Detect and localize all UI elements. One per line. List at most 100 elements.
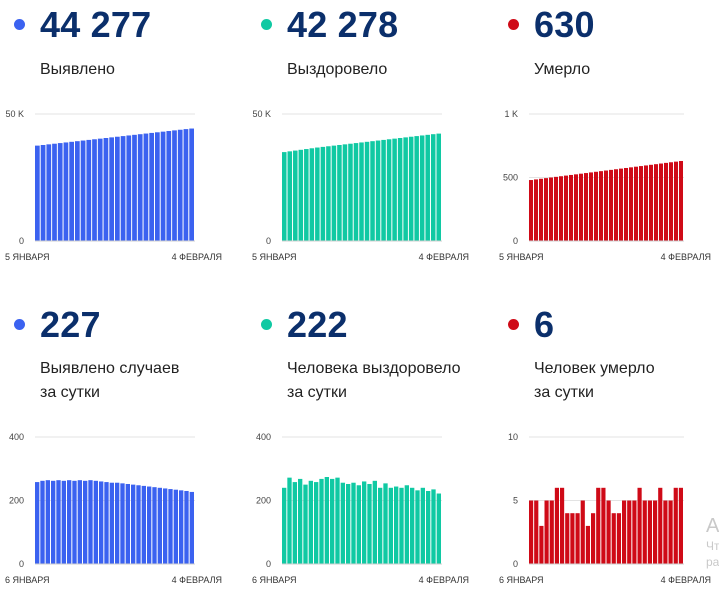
x-tick-label: 5 ЯНВАРЯ	[499, 252, 544, 262]
bar	[430, 134, 436, 241]
bar	[554, 176, 558, 241]
x-tick-label: 4 ФЕВРАЛЯ	[661, 252, 711, 262]
bar	[282, 152, 287, 241]
chart-died-daily: 10 5 0 6 ЯНВАРЯ 4 ФЕВРАЛЯ	[499, 432, 711, 585]
bar	[40, 144, 46, 241]
y-tick-label: 0	[266, 236, 271, 246]
bar	[155, 132, 160, 241]
bar	[375, 140, 381, 241]
bar	[149, 132, 154, 241]
bar	[183, 129, 189, 241]
stat-label: Выявлено	[40, 61, 115, 78]
y-tick-label: 0	[19, 559, 24, 569]
y-tick-label: 50 K	[5, 109, 24, 119]
bar	[77, 480, 82, 564]
bar	[163, 488, 168, 564]
bar	[436, 493, 441, 564]
y-tick-label: 400	[9, 432, 24, 442]
bar	[596, 487, 601, 564]
bar	[320, 146, 326, 241]
bar	[658, 487, 663, 564]
legend-dot	[261, 19, 272, 30]
bar	[669, 162, 673, 241]
bar	[282, 487, 287, 564]
chart-died: 1 K 500 0 5 ЯНВАРЯ 4 ФЕВРАЛЯ	[499, 109, 711, 262]
bar	[52, 143, 57, 241]
stat-label: Выявлено случаев за сутки	[40, 360, 180, 401]
stat-value: 42 278	[287, 4, 399, 45]
bar	[326, 146, 331, 241]
bar	[172, 130, 177, 241]
bar	[80, 140, 86, 241]
bar	[565, 513, 570, 564]
bar	[93, 480, 98, 564]
bar	[132, 134, 137, 241]
bar	[606, 500, 611, 564]
bar	[309, 148, 315, 241]
bar	[88, 480, 93, 564]
y-tick-label: 10	[508, 432, 518, 442]
bar	[348, 143, 353, 241]
bar	[564, 175, 568, 241]
y-tick-label: 0	[513, 559, 518, 569]
bar	[287, 151, 293, 241]
bar	[644, 165, 648, 241]
legend-dot	[508, 319, 519, 330]
bar	[136, 485, 141, 564]
bar	[147, 486, 152, 564]
legend-dot	[14, 319, 25, 330]
bar	[431, 489, 436, 564]
bar	[40, 480, 45, 564]
chart-detected: 50 K 0 5 ЯНВАРЯ 4 ФЕВРАЛЯ	[5, 109, 222, 262]
bar	[637, 487, 642, 564]
bar	[394, 486, 399, 564]
bar	[86, 139, 92, 241]
bar	[554, 487, 559, 564]
bar	[152, 487, 157, 564]
bar	[298, 478, 303, 564]
bar	[335, 477, 340, 564]
bar	[308, 480, 313, 564]
bar	[287, 477, 292, 564]
bar	[293, 150, 298, 241]
bar	[35, 145, 40, 241]
stat-value: 222	[287, 304, 348, 345]
bar	[591, 513, 596, 564]
x-tick-label: 4 ФЕВРАЛЯ	[419, 575, 469, 585]
bar	[425, 134, 430, 241]
x-tick-label: 5 ЯНВАРЯ	[5, 252, 50, 262]
bar	[414, 136, 419, 241]
bar	[83, 480, 88, 564]
bar	[579, 173, 583, 241]
bar	[604, 170, 608, 241]
bar	[356, 485, 361, 564]
y-tick-label: 500	[503, 173, 518, 183]
bar	[67, 480, 72, 564]
y-tick-label: 5	[513, 496, 518, 506]
bar	[529, 500, 534, 564]
y-tick-label: 400	[256, 432, 271, 442]
bar	[61, 480, 66, 564]
bar	[303, 484, 308, 565]
bar	[353, 143, 359, 241]
bar	[663, 500, 668, 564]
bar	[679, 160, 683, 241]
y-tick-label: 0	[513, 236, 518, 246]
legend-dot	[14, 19, 25, 30]
bar	[177, 129, 183, 241]
bar	[544, 500, 549, 564]
bar	[51, 480, 56, 564]
legend-dot	[508, 19, 519, 30]
bar	[63, 142, 69, 241]
bar	[649, 164, 653, 241]
bar	[157, 487, 162, 564]
bar	[97, 138, 103, 241]
bar	[315, 147, 320, 241]
bar	[627, 500, 632, 564]
bar	[103, 138, 109, 241]
bar	[539, 178, 543, 241]
bar	[585, 525, 590, 564]
stat-label: Выздоровело	[287, 61, 388, 78]
bar	[574, 174, 578, 241]
bar	[570, 513, 575, 564]
